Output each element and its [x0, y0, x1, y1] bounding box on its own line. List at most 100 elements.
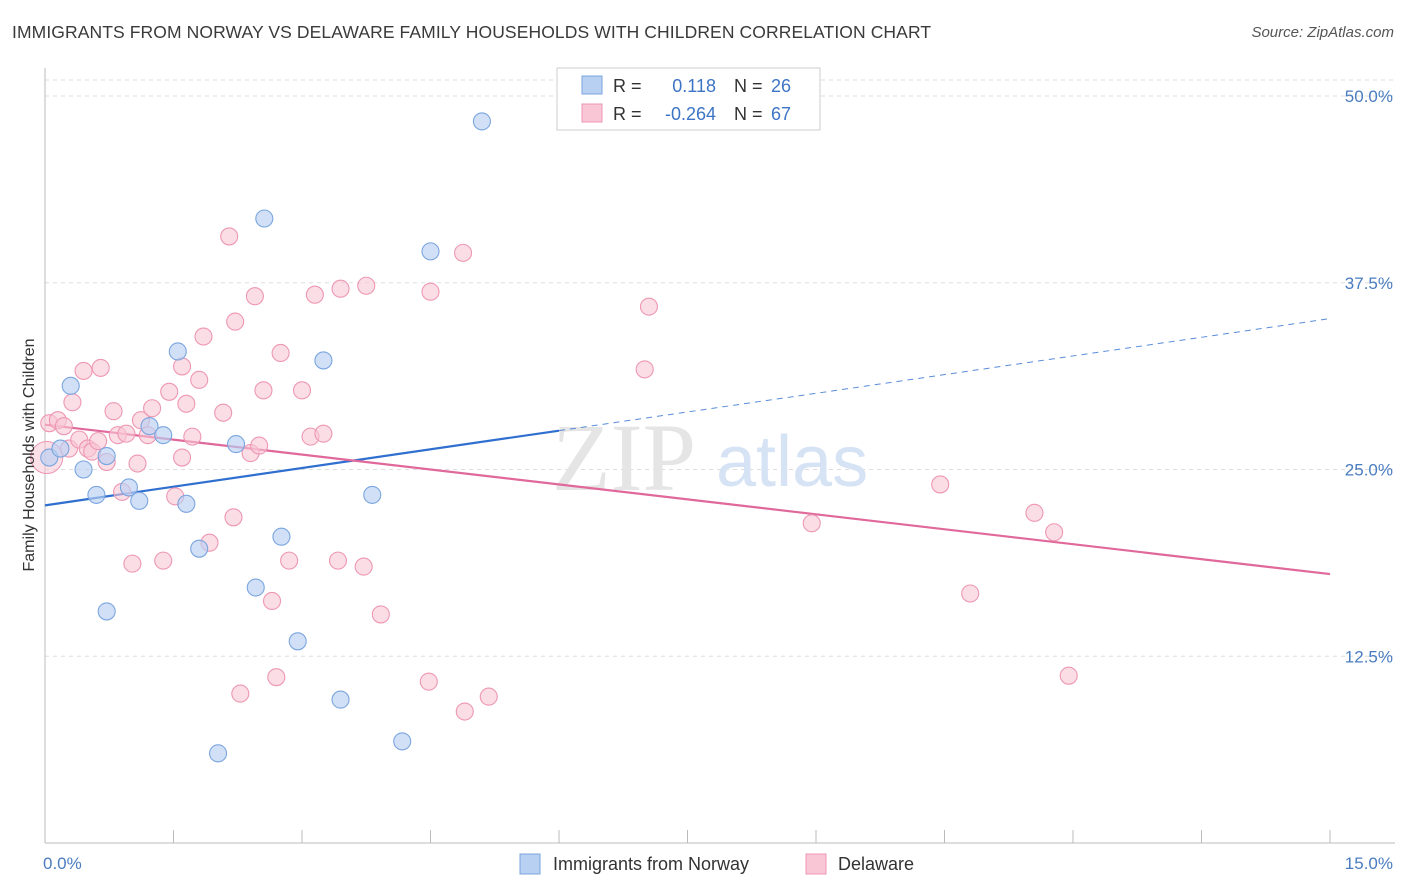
point-norway-23 [393, 732, 412, 751]
point-delaware-63 [1025, 503, 1044, 522]
point-delaware-56 [455, 702, 474, 721]
point-norway-24 [421, 242, 440, 261]
point-norway-16 [246, 578, 265, 597]
stats-legend: R = 0.118 N = 26 R = -0.264 N = 67 [556, 67, 821, 131]
point-delaware-33 [224, 508, 243, 527]
point-norway-20 [314, 351, 333, 370]
point-norway-21 [331, 690, 350, 709]
point-delaware-2 [54, 417, 73, 436]
point-delaware-48 [328, 551, 348, 570]
series-legend-label-delaware: Delaware [838, 854, 914, 874]
point-delaware-17 [128, 454, 147, 473]
point-delaware-9 [89, 432, 108, 451]
watermark-atlas: atlas [716, 422, 868, 502]
point-delaware-28 [190, 370, 209, 389]
point-norway-17 [255, 209, 274, 228]
point-delaware-4 [63, 393, 82, 412]
point-delaware-61 [931, 475, 950, 494]
point-norway-6 [97, 447, 116, 466]
point-delaware-44 [292, 381, 312, 400]
legend-n-value-2: 67 [771, 104, 791, 124]
point-delaware-40 [262, 591, 282, 611]
legend-swatch-pink [581, 103, 603, 123]
point-norway-22 [363, 485, 382, 504]
point-norway-3 [74, 460, 93, 479]
trend-line-norway-extension [558, 318, 1331, 432]
point-delaware-21 [154, 551, 173, 570]
point-delaware-35 [231, 684, 250, 703]
legend-r-label-2: R = [613, 104, 642, 124]
legend-n-label-2: N = [734, 104, 763, 124]
point-norway-5 [97, 602, 116, 621]
point-norway-7 [119, 478, 139, 497]
point-delaware-62 [961, 584, 980, 603]
point-norway-11 [154, 426, 173, 445]
point-delaware-54 [421, 282, 440, 301]
point-delaware-50 [354, 557, 373, 576]
series-legend-label-norway: Immigrants from Norway [553, 854, 749, 874]
point-norway-18 [272, 527, 291, 546]
series-legend-swatch-norway [519, 853, 541, 875]
point-norway-2 [61, 376, 80, 395]
point-norway-14 [208, 744, 228, 763]
watermark-zip: ZIP [552, 404, 696, 511]
point-delaware-12 [104, 402, 123, 421]
legend-swatch-blue [581, 75, 603, 95]
point-norway-8 [130, 491, 149, 510]
point-delaware-59 [639, 297, 659, 316]
y-axis-title: Family Households with Children [21, 339, 38, 572]
watermark: ZIP atlas [552, 404, 868, 511]
legend-r-value-1: 0.118 [672, 76, 716, 96]
series-legend: Immigrants from Norway Delaware [519, 853, 914, 875]
point-norway-19 [288, 632, 307, 651]
point-norway-1 [51, 439, 70, 458]
point-delaware-57 [479, 687, 498, 706]
point-norway-9 [140, 417, 159, 436]
point-delaware-64 [1045, 523, 1064, 542]
point-delaware-32 [220, 227, 239, 246]
point-delaware-55 [454, 243, 473, 262]
point-delaware-53 [419, 672, 438, 691]
point-delaware-34 [226, 312, 245, 331]
point-delaware-65 [1059, 666, 1078, 685]
point-delaware-49 [331, 279, 350, 298]
y-tick-label-0: 12.5% [1345, 647, 1393, 666]
x-tick-label-0: 0.0% [43, 854, 82, 873]
legend-r-label-1: R = [613, 76, 642, 96]
y-tick-label-1: 25.0% [1345, 461, 1393, 480]
point-norway-12 [177, 494, 196, 513]
series-legend-swatch-delaware [805, 853, 827, 875]
point-delaware-52 [371, 605, 390, 624]
point-delaware-43 [280, 551, 299, 570]
point-delaware-58 [635, 360, 654, 379]
point-delaware-38 [250, 436, 269, 455]
point-delaware-26 [177, 394, 196, 413]
legend-n-value-1: 26 [771, 76, 791, 96]
point-delaware-24 [173, 448, 192, 467]
point-delaware-10 [91, 358, 110, 377]
point-delaware-20 [143, 399, 162, 418]
point-delaware-31 [214, 403, 233, 422]
point-delaware-25 [173, 357, 192, 376]
y-tick-labels: 12.5% 25.0% 37.5% 50.0% [1345, 87, 1393, 666]
point-norway-13 [190, 539, 209, 558]
y-tick-label-3: 50.0% [1345, 87, 1393, 106]
point-norway-4 [87, 485, 106, 504]
scatter-points [30, 112, 1078, 763]
chart-title: IMMIGRANTS FROM NORWAY VS DELAWARE FAMIL… [12, 22, 932, 42]
x-tick-label-1: 15.0% [1345, 854, 1393, 873]
point-delaware-22 [160, 382, 179, 401]
point-delaware-42 [271, 343, 290, 363]
point-delaware-46 [305, 285, 324, 304]
point-delaware-29 [194, 327, 213, 346]
point-norway-10 [168, 342, 187, 361]
point-delaware-51 [357, 276, 376, 295]
gridlines [45, 79, 1395, 657]
point-norway-15 [226, 435, 246, 454]
legend-r-value-2: -0.264 [665, 104, 716, 124]
point-delaware-60 [802, 514, 821, 533]
y-tick-label-2: 37.5% [1345, 274, 1393, 293]
point-delaware-41 [267, 668, 286, 687]
point-delaware-15 [117, 424, 136, 443]
